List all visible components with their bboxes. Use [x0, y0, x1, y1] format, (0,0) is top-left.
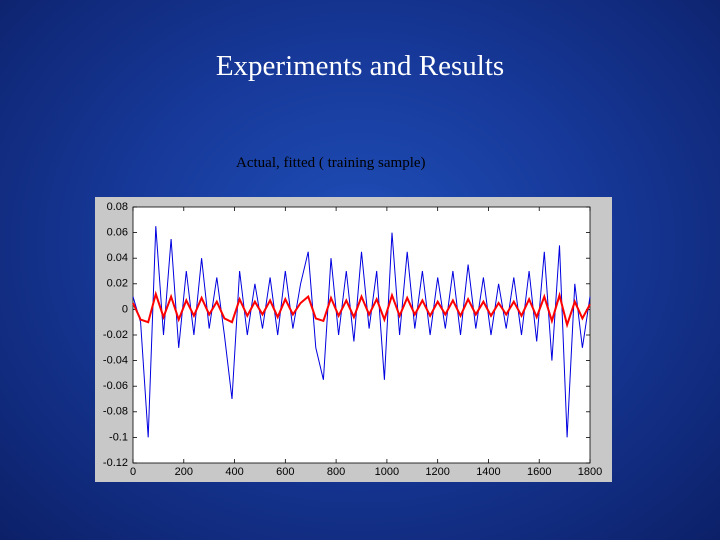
y-tick-label: 0 [122, 303, 128, 315]
y-tick-label: 0.02 [107, 278, 128, 290]
series-line [132, 226, 591, 438]
x-tick-label: 1400 [476, 466, 500, 478]
y-tick-label: 0.04 [107, 252, 128, 264]
y-tick-label: -0.08 [103, 406, 128, 418]
y-tick-label: -0.1 [109, 431, 128, 443]
slide-title: Experiments and Results [215, 50, 505, 82]
x-tick-label: 0 [130, 466, 136, 478]
y-tick-label: 0.06 [107, 227, 128, 239]
x-tick-label: 600 [276, 466, 294, 478]
y-tick-label: -0.04 [103, 355, 128, 367]
x-tick-label: 1800 [578, 466, 602, 478]
y-tick-label: -0.02 [103, 329, 128, 341]
x-tick-label: 1600 [527, 466, 551, 478]
y-tick-label: 0.08 [107, 201, 128, 213]
x-tick-label: 800 [327, 466, 345, 478]
x-tick-label: 1200 [425, 466, 449, 478]
x-tick-label: 1000 [375, 466, 399, 478]
x-tick-label: 400 [225, 466, 243, 478]
y-tick-label: -0.12 [103, 457, 128, 469]
y-tick-label: -0.06 [103, 380, 128, 392]
x-tick-label: 200 [175, 466, 193, 478]
series-line [132, 290, 591, 329]
chart-title: Actual, fitted ( training sample) [236, 155, 426, 171]
